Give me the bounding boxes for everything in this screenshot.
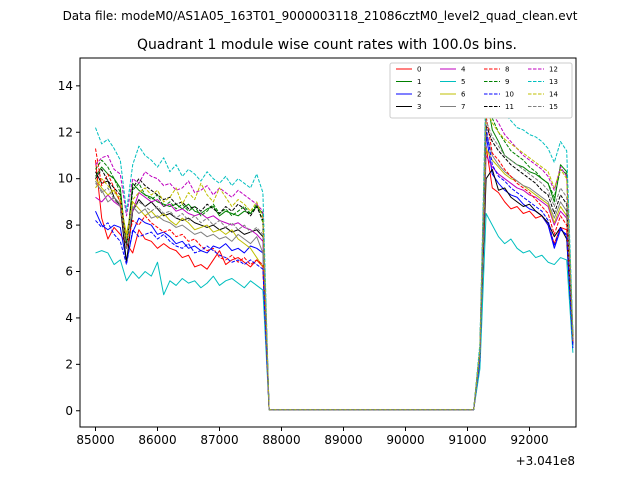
legend-frame xyxy=(389,62,573,119)
legend-label-2: 2 xyxy=(417,91,421,99)
y-tick-label: 10 xyxy=(58,172,73,186)
legend-label-14: 14 xyxy=(549,91,558,99)
legend-label-13: 13 xyxy=(549,78,558,86)
series-line-14 xyxy=(95,108,574,411)
legend-label-0: 0 xyxy=(417,66,421,74)
x-tick-label: 86000 xyxy=(138,433,176,447)
x-offset-label: +3.041e8 xyxy=(516,454,575,468)
y-axis: 0 2 4 6 8 10 12 14 xyxy=(58,79,80,418)
chart-title: Quadrant 1 module wise count rates with … xyxy=(137,37,517,53)
legend-label-8: 8 xyxy=(505,66,509,74)
y-tick-label: 12 xyxy=(58,125,73,139)
x-tick-label: 90000 xyxy=(386,433,424,447)
series-line-15 xyxy=(95,120,574,411)
y-tick-label: 6 xyxy=(65,265,73,279)
suptitle: Data file: modeM0/AS1A05_163T01_90000031… xyxy=(63,9,578,23)
x-tick-label: 92000 xyxy=(510,433,548,447)
y-tick-label: 4 xyxy=(65,311,73,325)
x-axis: 85000 86000 87000 88000 89000 90000 91000 92000 xyxy=(76,427,549,447)
y-tick-label: 0 xyxy=(65,404,73,418)
y-tick-label: 2 xyxy=(65,357,73,371)
plot-frame xyxy=(79,57,577,428)
legend-label-11: 11 xyxy=(505,103,514,111)
x-tick-label: 87000 xyxy=(200,433,238,447)
x-tick-label: 89000 xyxy=(324,433,362,447)
legend-label-12: 12 xyxy=(549,66,558,74)
y-tick-label: 8 xyxy=(65,218,73,232)
legend-label-10: 10 xyxy=(505,91,514,99)
x-tick-label: 85000 xyxy=(76,433,114,447)
legend-label-15: 15 xyxy=(549,103,558,111)
x-tick-label: 88000 xyxy=(262,433,300,447)
legend-label-3: 3 xyxy=(417,103,421,111)
legend-label-5: 5 xyxy=(461,78,465,86)
y-tick-label: 14 xyxy=(58,79,73,93)
legend-label-9: 9 xyxy=(505,78,509,86)
legend-label-7: 7 xyxy=(461,103,465,111)
series-line-10 xyxy=(95,127,574,411)
series-layer xyxy=(95,78,574,411)
legend-label-4: 4 xyxy=(461,66,466,74)
x-tick-label: 91000 xyxy=(448,433,486,447)
legend-label-6: 6 xyxy=(461,91,466,99)
legend-label-1: 1 xyxy=(417,78,421,86)
